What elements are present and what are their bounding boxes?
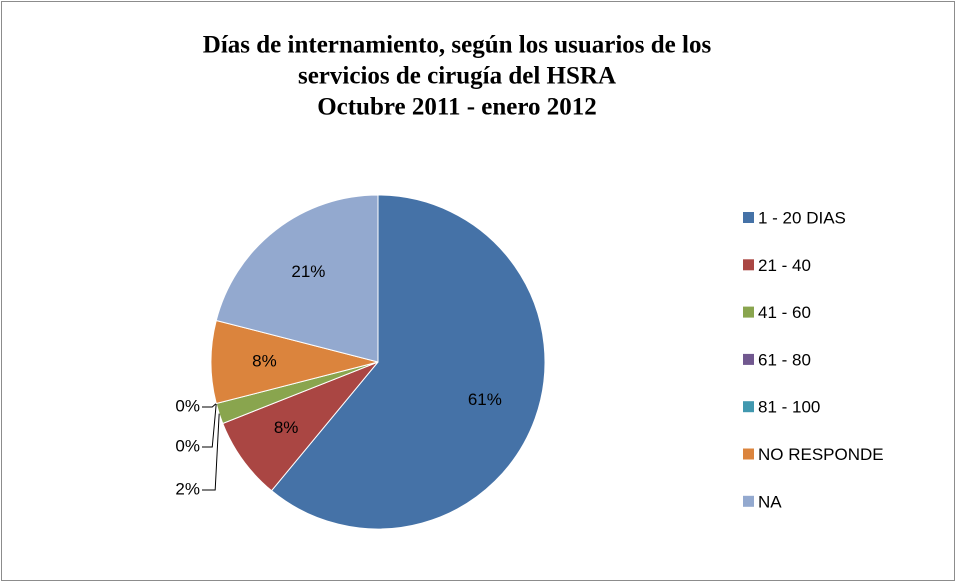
legend-swatch <box>743 259 754 271</box>
legend-swatch <box>743 212 754 223</box>
legend-swatch <box>743 448 754 460</box>
pie-slice <box>270 194 546 530</box>
data-label: 8% <box>274 418 299 437</box>
chart-title: servicios de cirugía del HSRA <box>298 63 616 90</box>
legend-swatch <box>743 495 754 507</box>
pie-slice <box>215 194 379 363</box>
leader-line <box>202 413 220 491</box>
data-label: 0% <box>175 396 200 415</box>
data-label: 21% <box>291 262 325 281</box>
legend-label: 1 - 20 DIAS <box>758 208 846 227</box>
chart-title: Días de internamiento, según los usuario… <box>203 32 712 59</box>
legend-label: 41 - 60 <box>758 303 811 322</box>
data-label: 0% <box>175 436 200 455</box>
legend-label: 21 - 40 <box>758 256 811 275</box>
chart-title: Octubre 2011 - enero 2012 <box>317 94 597 121</box>
leader-line <box>202 403 217 408</box>
leader-line <box>202 403 217 448</box>
data-label: 8% <box>252 351 277 370</box>
legend-swatch <box>743 306 754 318</box>
legend-label: NO RESPONDE <box>758 445 884 464</box>
legend-label: NA <box>758 492 782 511</box>
data-label: 2% <box>175 479 200 498</box>
legend-swatch <box>743 353 754 365</box>
legend-label: 81 - 100 <box>758 398 820 417</box>
legend-swatch <box>743 401 754 413</box>
data-label: 61% <box>468 390 502 409</box>
legend-label: 61 - 80 <box>758 350 811 369</box>
